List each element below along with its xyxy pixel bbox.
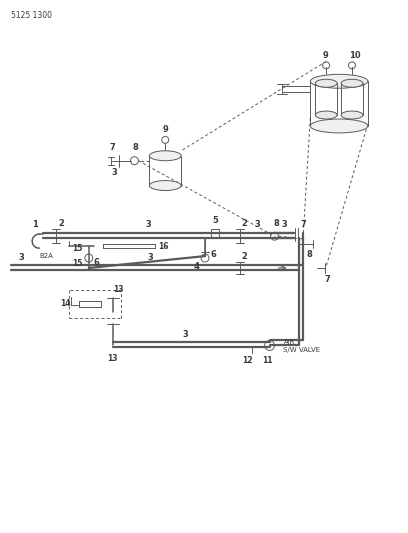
Text: 3: 3 <box>148 253 153 262</box>
Text: 2: 2 <box>58 219 64 228</box>
Ellipse shape <box>149 151 181 161</box>
Bar <box>341 83 363 115</box>
Text: AIR: AIR <box>284 340 295 345</box>
Text: 15: 15 <box>72 259 82 268</box>
Text: 3: 3 <box>255 220 260 229</box>
Ellipse shape <box>315 111 337 119</box>
Text: 8: 8 <box>133 143 138 152</box>
Ellipse shape <box>315 79 337 87</box>
Text: 9: 9 <box>322 51 328 60</box>
Text: 16: 16 <box>158 241 169 251</box>
Text: 7: 7 <box>300 220 306 229</box>
Text: 8: 8 <box>306 249 312 259</box>
Text: 15: 15 <box>72 244 82 253</box>
Text: 7: 7 <box>110 143 115 152</box>
Bar <box>211 229 219 237</box>
Text: 2: 2 <box>242 252 248 261</box>
Bar <box>310 81 368 126</box>
Text: 5125 1300: 5125 1300 <box>11 11 52 20</box>
Text: 3: 3 <box>282 220 287 229</box>
Ellipse shape <box>149 181 181 190</box>
Text: 6: 6 <box>210 249 216 259</box>
Text: 9: 9 <box>162 125 168 134</box>
Text: 3: 3 <box>146 220 151 229</box>
Text: 5: 5 <box>212 216 218 225</box>
Text: 3: 3 <box>182 330 188 339</box>
Text: 13: 13 <box>113 285 124 294</box>
Text: 8: 8 <box>274 219 279 228</box>
Text: 11: 11 <box>262 356 273 365</box>
Ellipse shape <box>310 119 368 133</box>
Text: 12: 12 <box>242 356 253 365</box>
Ellipse shape <box>341 79 363 87</box>
Text: 14: 14 <box>60 299 70 308</box>
Text: S/W VALVE: S/W VALVE <box>284 348 321 353</box>
Text: 7: 7 <box>324 276 330 285</box>
Text: 1: 1 <box>32 220 38 229</box>
Text: B2A: B2A <box>39 253 53 259</box>
Bar <box>315 83 337 115</box>
Ellipse shape <box>341 111 363 119</box>
Ellipse shape <box>310 74 368 88</box>
Text: 10: 10 <box>349 51 361 60</box>
Text: 3: 3 <box>112 168 118 177</box>
Text: 13: 13 <box>107 354 118 363</box>
Text: 6: 6 <box>94 257 100 266</box>
Text: 4: 4 <box>193 262 199 271</box>
Text: 3: 3 <box>18 253 24 262</box>
Bar <box>149 156 181 185</box>
Text: 2: 2 <box>242 219 248 228</box>
